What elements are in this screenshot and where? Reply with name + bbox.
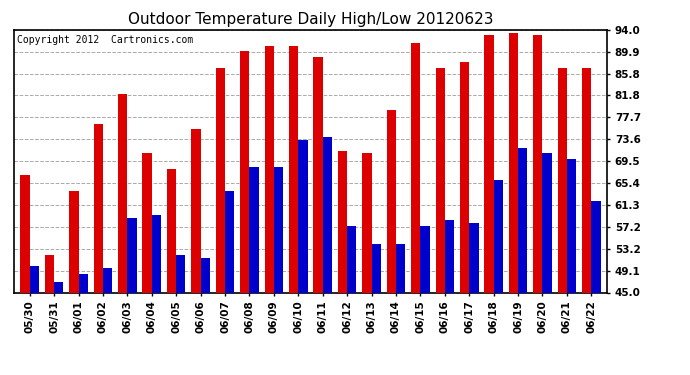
Bar: [582, 68, 591, 292]
Bar: [94, 124, 103, 292]
Bar: [518, 148, 527, 292]
Bar: [225, 191, 235, 292]
Bar: [167, 169, 176, 292]
Bar: [21, 175, 30, 292]
Bar: [45, 255, 54, 292]
Bar: [411, 44, 420, 292]
Bar: [591, 201, 600, 292]
Bar: [460, 62, 469, 292]
Bar: [118, 94, 128, 292]
Bar: [298, 140, 308, 292]
Bar: [264, 46, 274, 292]
Bar: [128, 217, 137, 292]
Bar: [484, 35, 493, 292]
Bar: [240, 51, 250, 292]
Bar: [191, 129, 201, 292]
Text: Copyright 2012  Cartronics.com: Copyright 2012 Cartronics.com: [17, 35, 193, 45]
Bar: [274, 166, 283, 292]
Bar: [435, 68, 445, 292]
Bar: [289, 46, 298, 292]
Bar: [152, 215, 161, 292]
Bar: [338, 150, 347, 292]
Bar: [509, 33, 518, 292]
Bar: [542, 153, 552, 292]
Bar: [30, 266, 39, 292]
Bar: [103, 268, 112, 292]
Bar: [558, 68, 567, 292]
Bar: [54, 282, 63, 292]
Bar: [69, 191, 79, 292]
Bar: [396, 244, 405, 292]
Bar: [313, 57, 323, 292]
Bar: [250, 166, 259, 292]
Bar: [469, 223, 478, 292]
Bar: [79, 274, 88, 292]
Bar: [323, 137, 332, 292]
Bar: [143, 153, 152, 292]
Bar: [176, 255, 186, 292]
Bar: [386, 110, 396, 292]
Bar: [362, 153, 371, 292]
Bar: [201, 258, 210, 292]
Bar: [533, 35, 542, 292]
Bar: [371, 244, 381, 292]
Bar: [567, 159, 576, 292]
Bar: [216, 68, 225, 292]
Bar: [347, 225, 357, 292]
Bar: [420, 225, 430, 292]
Bar: [493, 180, 503, 292]
Title: Outdoor Temperature Daily High/Low 20120623: Outdoor Temperature Daily High/Low 20120…: [128, 12, 493, 27]
Bar: [445, 220, 454, 292]
